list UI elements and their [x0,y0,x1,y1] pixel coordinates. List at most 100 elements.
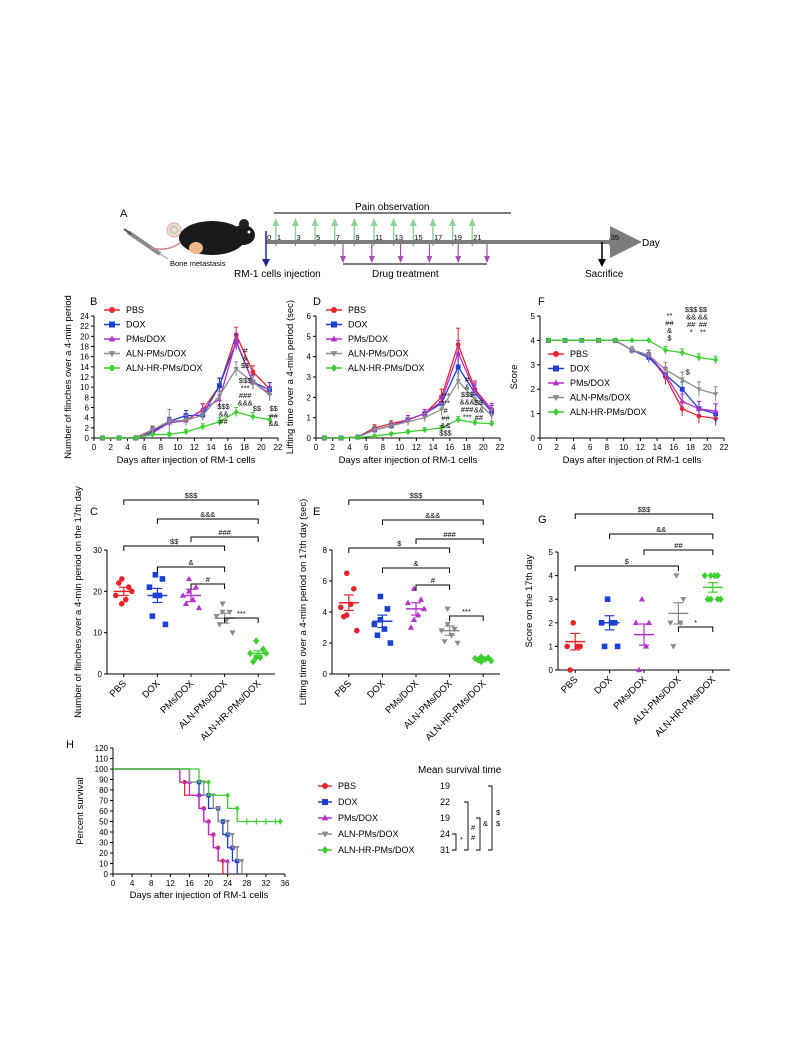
data-point [451,626,458,633]
legend-item-pbs: PBS [326,305,366,315]
x-tick-label: 16 [185,879,194,888]
y-tick-label: 0 [85,434,90,443]
data-point [422,426,428,433]
y-tick-label: 18 [80,343,89,352]
x-tick-label: 2 [109,443,114,452]
bracket-line [348,499,484,505]
significance-bracket: &&& [156,510,259,524]
legend-label: PBS [126,305,144,315]
significance-mark: $$$ [461,390,474,399]
data-point [253,637,260,645]
legend-label: DOX [126,320,146,330]
bracket-line [464,801,469,851]
data-point [696,354,702,361]
significance-bracket: ## [643,541,714,555]
significance-bracket: ### [415,530,484,544]
data-point [338,604,344,611]
timeline-day-label: 5 [316,233,320,242]
significance-mark: $ [667,334,672,343]
bracket-line [190,536,259,542]
y-tick-label: 70 [99,797,108,806]
y-tick-label: 12 [80,373,89,382]
legend-item-aln-pms-dox: ALN-PMs/DOX 24 [318,829,450,839]
bracket-line [415,584,451,590]
x-tick-label: 20 [257,443,266,452]
y-axis-label: Number of flinches over a 4-min period [63,295,74,459]
significance-bracket: $ [348,539,451,553]
y-tick-label: 10 [99,860,108,869]
x-tick-label: 14 [429,443,438,452]
y-tick-label: 100 [95,765,109,774]
significance-mark: * [690,328,693,337]
significance-bracket: $$$ [123,491,259,505]
data-point [99,434,106,442]
event-marker [234,845,240,851]
data-point [438,398,445,404]
event-marker [201,805,207,811]
y-tick-label: 5 [531,312,536,321]
y-tick-label: 30 [93,546,102,555]
bracket-line [488,785,493,851]
x-axis-label: Days after injection of RM-1 cells [117,455,256,466]
data-point [149,427,156,433]
data-point [250,380,256,385]
data-point [642,643,650,649]
y-tick-label: 20 [93,587,102,596]
x-tick-label: 36 [281,879,290,888]
data-point [233,408,239,416]
timeline-day-label: 0 [267,233,271,242]
y-tick-label: 1 [531,410,536,419]
significance-mark: *** [463,413,472,422]
data-point [195,604,203,611]
x-tick-label: 12 [166,879,175,888]
mean-survival-value: 31 [440,845,450,855]
timeline-day-label: 35 [611,233,619,242]
legend-label: PBS [348,305,366,315]
bracket-label: &&& [200,510,215,519]
mean-survival-value: 22 [440,797,450,807]
stat-mark: $ [496,819,501,828]
significance-bracket: && [609,525,714,539]
bracket-label: ### [218,528,231,537]
data-point [146,584,153,590]
bracket-line [156,566,226,572]
data-point [116,580,122,586]
bracket-line [574,513,714,519]
y-tick-label: 6 [85,404,90,413]
bone-metastasis-label: Bone metastasis [170,259,226,268]
legend-item-pbs: PBS 19 [318,781,450,791]
data-point [216,418,223,425]
syringe-icon [123,228,169,260]
bracket-label: # [206,575,211,584]
drug-arrows [340,244,490,263]
pain-arrow-icon [311,218,319,226]
group-pbs [113,576,135,607]
sacrifice-label: Sacrifice [585,269,624,280]
pain-arrow-icon [370,218,378,226]
significance-mark: # [465,375,470,384]
group-dox [598,596,621,650]
x-category-label: ALN-HR-PMs/DOX [423,678,488,743]
data-point [454,640,461,647]
series-aln-hr-pms-dox [321,416,495,442]
bracket-label: ## [674,541,683,550]
data-point [355,434,361,441]
data-point [405,428,411,436]
x-axis-label: Days after injection of RM-1 cells [130,890,269,901]
data-point [712,392,719,397]
significance-bracket: *** [224,609,259,623]
group-dox [371,593,394,646]
data-point [488,413,495,419]
data-point [614,643,621,650]
data-point [422,415,428,421]
significance-mark: ## [269,412,278,421]
significance-mark: # [443,406,448,415]
event-marker [239,859,245,864]
pain-arrow-icon [331,218,339,226]
y-axis-label: Lifting time over a 4-min period on 17th… [298,499,309,705]
event-marker [206,779,211,785]
drug-arrow-icon [484,256,490,263]
legend-label: ALN-HR-PMs/DOX [348,363,425,373]
x-tick-label: 22 [496,443,505,452]
